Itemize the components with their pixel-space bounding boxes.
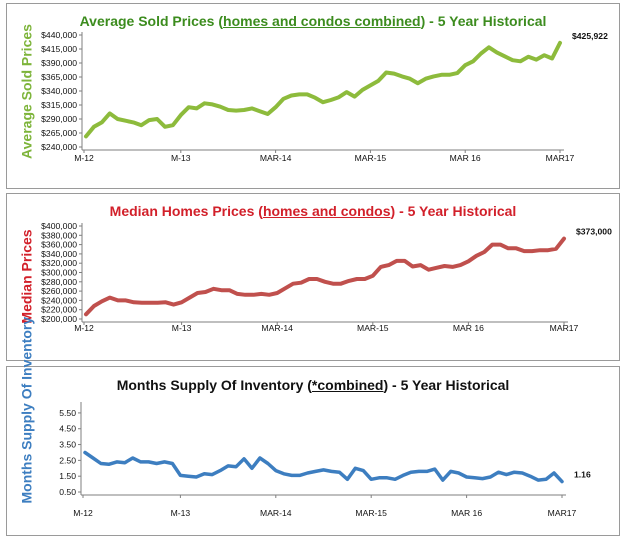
y-tick-label: $415,000 bbox=[41, 44, 77, 54]
y-tick-label: 5.50 bbox=[59, 408, 76, 418]
x-tick-label: MAR-14 bbox=[261, 323, 293, 333]
x-tick-label: MAR-14 bbox=[260, 508, 292, 518]
title-emphasis: homes and condos bbox=[262, 203, 391, 219]
y-tick-label: $440,000 bbox=[41, 30, 77, 40]
x-tick-label: MAR17 bbox=[550, 323, 579, 333]
chart-plot: $200,000$220,000$240,000$260,000$280,000… bbox=[41, 221, 612, 333]
y-tick-label: $320,000 bbox=[41, 258, 77, 268]
y-tick-label: 4.50 bbox=[59, 424, 76, 434]
x-tick-label: M-12 bbox=[73, 508, 93, 518]
chart-average-sold-prices: Average Sold Prices (homes and condos co… bbox=[6, 3, 620, 189]
y-tick-label: 2.50 bbox=[59, 455, 76, 465]
x-tick-label: M-12 bbox=[74, 323, 94, 333]
chart-title: Median Homes Prices (homes and condos) -… bbox=[7, 203, 619, 219]
title-part: ) - 5 Year Historical bbox=[390, 203, 517, 219]
y-tick-label: $315,000 bbox=[41, 100, 77, 110]
y-tick-label: $200,000 bbox=[41, 314, 77, 324]
y-tick-label: $290,000 bbox=[41, 114, 77, 124]
y-tick-label: 0.50 bbox=[59, 487, 76, 497]
end-value-label: $425,922 bbox=[572, 31, 608, 41]
end-value-label: 1.16 bbox=[574, 470, 591, 480]
title-emphasis: homes and condos combined bbox=[223, 13, 421, 29]
series-line bbox=[84, 40, 562, 139]
x-tick-label: MAR-15 bbox=[355, 153, 387, 163]
y-tick-label: $400,000 bbox=[41, 221, 77, 231]
chart-plot: 0.50 1.50 2.50 3.50 4.50 5.50 M-12 M-13 MAR-14 MA… bbox=[59, 402, 591, 518]
x-tick-label: MAR 16 bbox=[451, 508, 482, 518]
series-line bbox=[84, 236, 566, 317]
title-part: Average Sold Prices ( bbox=[79, 13, 224, 29]
y-tick-label: 3.50 bbox=[59, 440, 76, 450]
x-tick-label: M-13 bbox=[171, 153, 191, 163]
x-tick-label: M-13 bbox=[171, 508, 191, 518]
y-tick-label: $220,000 bbox=[41, 305, 77, 315]
y-tick-label: $365,000 bbox=[41, 72, 77, 82]
y-tick-label: $360,000 bbox=[41, 240, 77, 250]
x-tick-label: MAR-14 bbox=[260, 153, 292, 163]
y-tick-label: $240,000 bbox=[41, 295, 77, 305]
x-tick-label: MAR 16 bbox=[453, 323, 484, 333]
series-line bbox=[83, 450, 564, 484]
chart-median-homes-prices: Median Homes Prices (homes and condos) -… bbox=[6, 193, 620, 361]
y-tick-label: $390,000 bbox=[41, 58, 77, 68]
y-tick-label: $265,000 bbox=[41, 128, 77, 138]
x-tick-label: M-13 bbox=[172, 323, 192, 333]
title-part: ) - 5 Year Historical bbox=[420, 13, 547, 29]
y-tick-label: $340,000 bbox=[41, 249, 77, 259]
x-tick-label: M-12 bbox=[74, 153, 94, 163]
title-emphasis: *combined bbox=[311, 377, 384, 393]
x-tick-label: MAR17 bbox=[548, 508, 577, 518]
y-tick-label: 1.50 bbox=[59, 471, 76, 481]
y-tick-label: $300,000 bbox=[41, 268, 77, 278]
y-tick-label: $240,000 bbox=[41, 142, 77, 152]
chart-months-supply-inventory: Months Supply Of Inventory (*combined) -… bbox=[6, 317, 620, 536]
y-tick-label: $260,000 bbox=[41, 286, 77, 296]
x-tick-label: MAR-15 bbox=[355, 508, 387, 518]
title-part: ) - 5 Year Historical bbox=[383, 377, 510, 393]
y-tick-label: $340,000 bbox=[41, 86, 77, 96]
chart-title: Average Sold Prices (homes and condos co… bbox=[7, 13, 619, 29]
x-tick-label: MAR 16 bbox=[450, 153, 481, 163]
x-tick-label: MAR17 bbox=[546, 153, 575, 163]
y-tick-label: $380,000 bbox=[41, 230, 77, 240]
end-value-label: $373,000 bbox=[576, 227, 612, 237]
chart-title: Months Supply Of Inventory (*combined) -… bbox=[7, 377, 619, 393]
title-part: Months Supply Of Inventory ( bbox=[116, 377, 312, 393]
chart-plot: $240,000 $265,000 $290,000 $315,000 $340,000… bbox=[41, 30, 608, 163]
title-part: Median Homes Prices ( bbox=[109, 203, 263, 219]
x-tick-label: MAR-15 bbox=[357, 323, 389, 333]
y-tick-label: $280,000 bbox=[41, 277, 77, 287]
